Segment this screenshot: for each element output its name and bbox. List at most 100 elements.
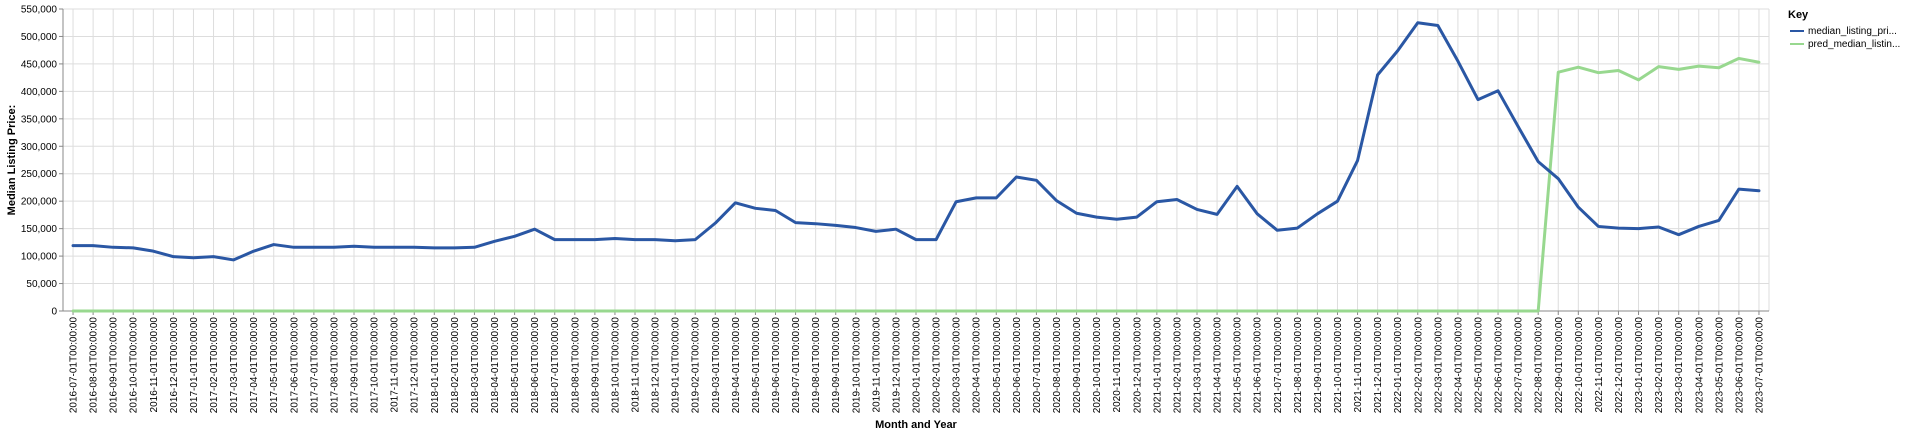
x-axis: 2016-07-01T00:00:00 2016-08-01T00:00:00 20… bbox=[63, 310, 1769, 414]
x-tick-label: 2020-05-01T00:00:00 bbox=[992, 317, 1003, 414]
x-tick-label: 2018-07-01T00:00:00 bbox=[550, 317, 561, 414]
x-tick-label: 2022-05-01T00:00:00 bbox=[1473, 317, 1484, 414]
x-tick-label: 2021-03-01T00:00:00 bbox=[1192, 317, 1203, 414]
x-tick-label: 2020-06-01T00:00:00 bbox=[1012, 317, 1023, 414]
x-tick-label: 2016-12-01T00:00:00 bbox=[169, 317, 180, 414]
x-tick-label: 2018-10-01T00:00:00 bbox=[610, 317, 621, 414]
x-tick-label: 2023-02-01T00:00:00 bbox=[1654, 317, 1665, 414]
y-axis: 0 50,000 100,000 150,000 200,000 250,000 300,0… bbox=[21, 5, 64, 318]
x-tick-label: 2022-03-01T00:00:00 bbox=[1433, 317, 1444, 414]
x-tick-label: 2017-11-01T00:00:00 bbox=[390, 317, 401, 413]
legend-label: median_listing_pri... bbox=[1808, 26, 1897, 37]
x-tick-label: 2022-09-01T00:00:00 bbox=[1554, 317, 1565, 414]
y-tick-label: 300,000 bbox=[21, 142, 58, 153]
x-tick-label: 2021-01-01T00:00:00 bbox=[1152, 317, 1163, 414]
y-axis-title: Median Listing Price: bbox=[6, 105, 18, 216]
x-tick-label: 2020-02-01T00:00:00 bbox=[932, 317, 943, 414]
x-tick-label: 2020-08-01T00:00:00 bbox=[1052, 317, 1063, 414]
x-tick-label: 2018-05-01T00:00:00 bbox=[510, 317, 521, 414]
x-tick-label: 2017-06-01T00:00:00 bbox=[289, 317, 300, 414]
x-tick-label: 2019-04-01T00:00:00 bbox=[731, 317, 742, 414]
x-tick-label: 2018-04-01T00:00:00 bbox=[490, 317, 501, 414]
x-tick-label: 2016-08-01T00:00:00 bbox=[89, 317, 100, 414]
x-tick-label: 2022-11-01T00:00:00 bbox=[1594, 317, 1605, 413]
x-tick-label: 2022-06-01T00:00:00 bbox=[1494, 317, 1505, 414]
x-tick-label: 2019-03-01T00:00:00 bbox=[711, 317, 722, 414]
y-tick-label: 250,000 bbox=[21, 169, 58, 180]
x-tick-label: 2020-10-01T00:00:00 bbox=[1092, 317, 1103, 414]
x-tick-label: 2019-05-01T00:00:00 bbox=[751, 317, 762, 414]
x-tick-label: 2022-07-01T00:00:00 bbox=[1514, 317, 1525, 414]
x-tick-label: 2019-09-01T00:00:00 bbox=[831, 317, 842, 414]
y-tick-label: 500,000 bbox=[21, 32, 58, 43]
x-tick-label: 2021-11-01T00:00:00 bbox=[1353, 317, 1364, 413]
x-tick-label: 2016-10-01T00:00:00 bbox=[129, 317, 140, 414]
x-tick-label: 2023-04-01T00:00:00 bbox=[1694, 317, 1705, 414]
series-line bbox=[71, 56, 1761, 313]
y-tick-label: 100,000 bbox=[21, 252, 58, 263]
x-tick-label: 2016-09-01T00:00:00 bbox=[109, 317, 120, 414]
x-tick-label: 2022-10-01T00:00:00 bbox=[1574, 317, 1585, 414]
x-tick-label: 2021-04-01T00:00:00 bbox=[1213, 317, 1224, 414]
x-tick-label: 2019-02-01T00:00:00 bbox=[691, 317, 702, 414]
x-tick-label: 2022-04-01T00:00:00 bbox=[1453, 317, 1464, 414]
x-tick-label: 2021-07-01T00:00:00 bbox=[1273, 317, 1284, 414]
x-tick-label: 2018-01-01T00:00:00 bbox=[430, 317, 441, 414]
x-tick-label: 2017-03-01T00:00:00 bbox=[229, 317, 240, 414]
x-tick-label: 2017-02-01T00:00:00 bbox=[209, 317, 220, 414]
y-tick-label: 400,000 bbox=[21, 87, 58, 98]
x-tick-label: 2021-05-01T00:00:00 bbox=[1233, 317, 1244, 414]
series-lines bbox=[71, 21, 1761, 313]
x-tick-label: 2017-01-01T00:00:00 bbox=[189, 317, 200, 414]
x-tick-label: 2018-11-01T00:00:00 bbox=[631, 317, 642, 413]
x-tick-label: 2018-09-01T00:00:00 bbox=[590, 317, 601, 414]
x-tick-label: 2022-12-01T00:00:00 bbox=[1614, 317, 1625, 414]
x-tick-label: 2022-08-01T00:00:00 bbox=[1534, 317, 1545, 414]
y-tick-label: 550,000 bbox=[21, 5, 58, 16]
x-tick-label: 2017-04-01T00:00:00 bbox=[249, 317, 260, 414]
x-tick-label: 2017-09-01T00:00:00 bbox=[350, 317, 361, 414]
x-tick-label: 2019-10-01T00:00:00 bbox=[851, 317, 862, 414]
x-tick-label: 2023-06-01T00:00:00 bbox=[1734, 317, 1745, 414]
x-tick-label: 2018-02-01T00:00:00 bbox=[450, 317, 461, 414]
x-tick-label: 2023-07-01T00:00:00 bbox=[1754, 317, 1765, 414]
x-tick-label: 2020-07-01T00:00:00 bbox=[1032, 317, 1043, 414]
x-tick-label: 2022-01-01T00:00:00 bbox=[1393, 317, 1404, 414]
x-tick-label: 2017-05-01T00:00:00 bbox=[269, 317, 280, 414]
x-tick-label: 2021-09-01T00:00:00 bbox=[1313, 317, 1324, 414]
x-tick-label: 2016-07-01T00:00:00 bbox=[69, 317, 80, 414]
x-tick-label: 2020-09-01T00:00:00 bbox=[1072, 317, 1083, 414]
x-tick-label: 2022-02-01T00:00:00 bbox=[1413, 317, 1424, 414]
x-tick-label: 2017-12-01T00:00:00 bbox=[410, 317, 421, 414]
x-tick-label: 2018-08-01T00:00:00 bbox=[570, 317, 581, 414]
x-tick-label: 2020-12-01T00:00:00 bbox=[1132, 317, 1143, 414]
x-tick-label: 2017-07-01T00:00:00 bbox=[309, 317, 320, 414]
y-tick-label: 0 bbox=[51, 307, 57, 318]
legend: Key median_listing_pri... pred_median_lis… bbox=[1788, 9, 1900, 50]
y-tick-label: 150,000 bbox=[21, 224, 58, 235]
x-tick-label: 2018-03-01T00:00:00 bbox=[470, 317, 481, 414]
series-line bbox=[71, 21, 1761, 262]
y-tick-label: 450,000 bbox=[21, 59, 58, 70]
x-tick-label: 2020-03-01T00:00:00 bbox=[952, 317, 963, 414]
x-tick-label: 2017-08-01T00:00:00 bbox=[329, 317, 340, 414]
x-tick-label: 2019-01-01T00:00:00 bbox=[671, 317, 682, 414]
x-tick-label: 2020-01-01T00:00:00 bbox=[912, 317, 923, 414]
x-tick-label: 2016-11-01T00:00:00 bbox=[149, 317, 160, 413]
x-tick-label: 2021-12-01T00:00:00 bbox=[1373, 317, 1384, 414]
x-tick-label: 2017-10-01T00:00:00 bbox=[370, 317, 381, 414]
legend-label: pred_median_listin... bbox=[1808, 39, 1900, 50]
x-tick-label: 2018-06-01T00:00:00 bbox=[530, 317, 541, 414]
x-axis-title: Month and Year bbox=[875, 419, 957, 431]
x-tick-label: 2023-05-01T00:00:00 bbox=[1714, 317, 1725, 414]
x-tick-label: 2020-04-01T00:00:00 bbox=[972, 317, 983, 414]
y-tick-label: 350,000 bbox=[21, 114, 58, 125]
x-tick-label: 2021-06-01T00:00:00 bbox=[1253, 317, 1264, 414]
x-tick-label: 2021-10-01T00:00:00 bbox=[1333, 317, 1344, 414]
gridlines bbox=[63, 8, 1770, 312]
x-tick-label: 2021-02-01T00:00:00 bbox=[1172, 317, 1183, 414]
y-tick-label: 200,000 bbox=[21, 197, 58, 208]
x-tick-label: 2019-11-01T00:00:00 bbox=[871, 317, 882, 413]
x-tick-label: 2019-07-01T00:00:00 bbox=[791, 317, 802, 414]
